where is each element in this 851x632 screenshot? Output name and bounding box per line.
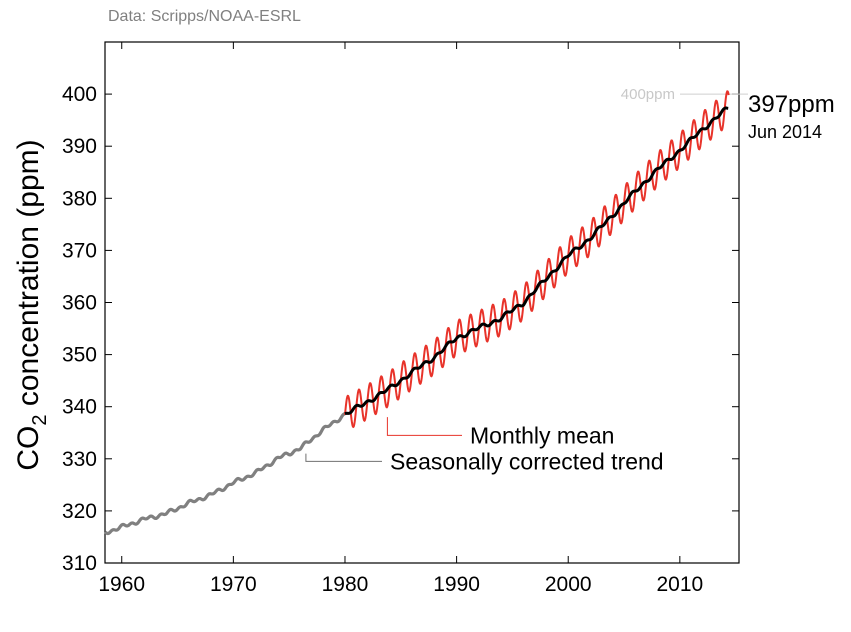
annotation-label: Monthly mean bbox=[470, 422, 614, 448]
axis-ticks: 1960 1970 1980 1990 2000 2010 310 320 330 340 350 3… bbox=[62, 42, 739, 596]
data-source-label: Data: Scripps/NOAA-ESRL bbox=[108, 8, 301, 25]
y-tick-label: 360 bbox=[62, 292, 97, 315]
y-label-suffix: concentration (ppm) bbox=[12, 139, 45, 414]
x-tick-label: 1960 bbox=[98, 573, 145, 596]
y-tick-label: 340 bbox=[62, 396, 97, 419]
x-tick-label: 2000 bbox=[545, 573, 592, 596]
y-tick-label: 390 bbox=[62, 135, 97, 158]
y-tick-label: 310 bbox=[62, 552, 97, 575]
x-tick-label: 1990 bbox=[433, 573, 480, 596]
annotation-leader-line bbox=[305, 453, 382, 462]
y-tick-label: 320 bbox=[62, 500, 97, 523]
series-group bbox=[104, 90, 730, 536]
x-tick-label: 1970 bbox=[210, 573, 257, 596]
annotation-leader-line bbox=[386, 417, 462, 436]
series-line-trend-pre1980 bbox=[104, 412, 346, 536]
y-tick-label: 330 bbox=[62, 448, 97, 471]
x-tick-label: 1980 bbox=[322, 573, 369, 596]
y-tick-label: 400 bbox=[62, 83, 97, 106]
reference-line-label: 400ppm bbox=[621, 86, 675, 103]
svg-text:CO2 concentration (ppm): CO2 concentration (ppm) bbox=[12, 139, 51, 470]
y-label-prefix: CO bbox=[12, 426, 45, 471]
y-label-subscript: 2 bbox=[29, 415, 51, 426]
annotation-label: Seasonally corrected trend bbox=[390, 448, 664, 474]
latest-value-label: 397ppm bbox=[748, 91, 835, 118]
y-tick-label: 380 bbox=[62, 187, 97, 210]
x-tick-label: 2010 bbox=[656, 573, 703, 596]
plot-frame bbox=[104, 41, 740, 564]
series-line-trend-post1980 bbox=[344, 106, 729, 416]
y-tick-label: 350 bbox=[62, 344, 97, 367]
series-line-monthly-mean bbox=[343, 90, 730, 429]
latest-date-label: Jun 2014 bbox=[748, 122, 822, 142]
y-tick-label: 370 bbox=[62, 239, 97, 262]
y-axis-label: CO2 concentration (ppm) bbox=[12, 139, 51, 470]
